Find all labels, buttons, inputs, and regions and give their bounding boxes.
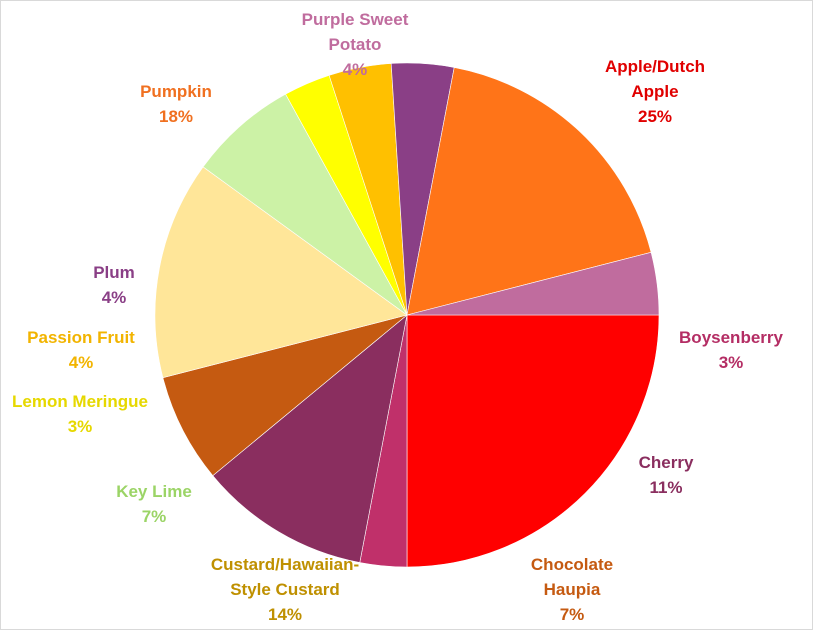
slice-label-9: Pumpkin 18% <box>140 82 212 126</box>
slice-name-label: Plum <box>93 263 135 282</box>
slice-name-label: Haupia <box>544 580 601 599</box>
pie-slice-9 <box>406 67 652 316</box>
pie-slice-5 <box>202 93 408 316</box>
slice-name-label: Cherry <box>639 453 694 472</box>
slice-percent-label: 14% <box>268 605 302 624</box>
slice-percent-label: 3% <box>68 417 93 436</box>
slice-percent-label: 4% <box>69 353 94 372</box>
slice-name-label: Chocolate <box>531 555 613 574</box>
pie-slice-2 <box>212 314 408 563</box>
pie-slice-4 <box>154 166 408 379</box>
slice-label-6: Lemon Meringue 3% <box>12 392 148 436</box>
pie-slice-10 <box>406 251 660 316</box>
slice-label-10: Purple Sweet Potato 4% <box>302 10 409 79</box>
slice-percent-label: 11% <box>649 478 682 497</box>
slice-percent-label: 4% <box>102 288 127 307</box>
slice-label-7: Passion Fruit 4% <box>27 328 135 372</box>
pie-slice-0 <box>406 314 660 568</box>
slice-name-label: Custard/Hawaiian- <box>211 555 359 574</box>
slice-label-5: Key Lime 7% <box>116 482 192 526</box>
slice-percent-label: 18% <box>159 107 193 126</box>
slice-percent-label: 25% <box>638 107 672 126</box>
pie-slice-3 <box>162 314 408 477</box>
slice-name-label: Lemon Meringue <box>12 392 148 411</box>
slice-name-label: Apple <box>631 82 678 101</box>
slice-name-label: Passion Fruit <box>27 328 135 347</box>
slice-name-label: Purple Sweet <box>302 10 409 29</box>
slice-label-0: Apple/Dutch Apple 25% <box>605 57 705 126</box>
slice-name-label: Pumpkin <box>140 82 212 101</box>
slice-name-label: Potato <box>329 35 382 54</box>
slice-name-label: Apple/Dutch <box>605 57 705 76</box>
slice-percent-label: 3% <box>719 353 744 372</box>
slice-percent-label: 4% <box>343 60 368 79</box>
slice-percent-label: 7% <box>142 507 167 526</box>
slice-percent-label: 7% <box>560 605 585 624</box>
slice-label-1: Boysenberry 3% <box>679 328 783 372</box>
slice-label-2: Cherry 11% <box>639 453 694 497</box>
slice-name-label: Key Lime <box>116 482 192 501</box>
slice-name-label: Boysenberry <box>679 328 783 347</box>
slice-name-label: Style Custard <box>230 580 340 599</box>
slice-label-4: Custard/Hawaiian- Style Custard 14% <box>211 555 359 624</box>
slice-label-8: Plum 4% <box>93 263 135 307</box>
slice-label-3: Chocolate Haupia 7% <box>531 555 613 624</box>
